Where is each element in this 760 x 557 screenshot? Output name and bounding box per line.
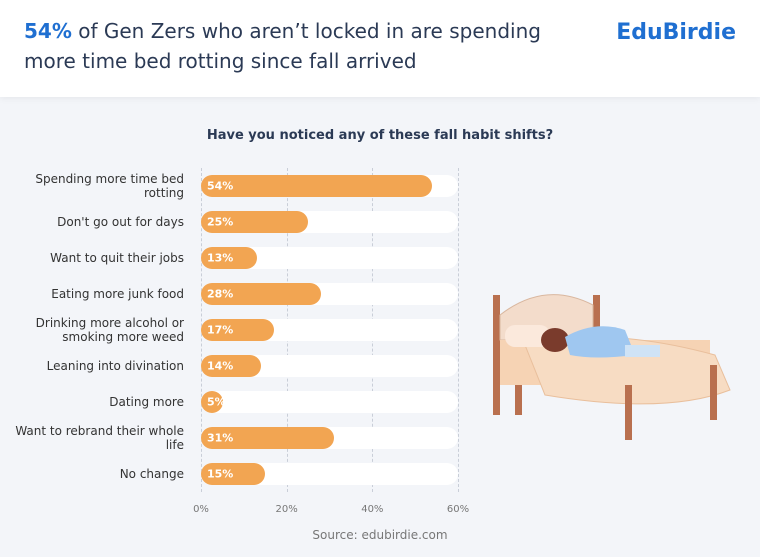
bar [201, 463, 266, 485]
x-tick-label: 0% [193, 504, 209, 515]
value-label: 5% [207, 395, 226, 409]
bar [201, 391, 223, 413]
value-label: 28% [207, 287, 234, 301]
source: Source: edubirdie.com [312, 528, 448, 542]
category-label: Dating more [109, 395, 184, 409]
illustration [493, 294, 731, 440]
chart-title: 54% of Gen Zers who aren’t locked in are… [24, 16, 594, 76]
chart-subtitle: Have you noticed any of these fall habit… [206, 128, 554, 143]
value-label: 13% [207, 251, 234, 265]
category-label: Drinking more alcohol or smoking more we… [35, 316, 184, 344]
bar [201, 175, 433, 197]
bar-track [201, 391, 458, 413]
value-label: 54% [207, 179, 234, 193]
category-label: Want to rebrand their whole life [15, 424, 184, 452]
bar [201, 319, 274, 341]
bar [201, 427, 334, 449]
x-tick-label: 40% [361, 504, 384, 515]
value-label: 25% [207, 215, 234, 229]
category-label: Don't go out for days [57, 215, 184, 229]
bar [201, 283, 321, 305]
bar-track [201, 463, 458, 485]
value-label: 31% [207, 431, 234, 445]
bar-track [201, 355, 458, 377]
header: 54% of Gen Zers who aren’t locked in are… [0, 0, 760, 97]
bar [201, 211, 309, 233]
brand-logo: EduBirdie [616, 20, 736, 45]
x-tick-label: 60% [446, 504, 470, 515]
bar [201, 355, 261, 377]
value-label: 14% [207, 359, 234, 373]
grid-line [458, 168, 459, 492]
title-text: of Gen Zers who aren’t locked in are spe… [24, 19, 541, 73]
category-label: No change [119, 467, 184, 481]
value-label: 17% [207, 323, 234, 337]
category-label: Want to quit their jobs [50, 251, 184, 265]
category-label: Spending more time bed rotting [35, 172, 184, 200]
value-label: 15% [207, 467, 234, 481]
title-highlight: 54% [24, 19, 72, 43]
bar [201, 247, 257, 269]
bar-track [201, 247, 458, 269]
category-label: Eating more junk food [51, 287, 184, 301]
category-label: Leaning into divination [46, 359, 184, 373]
x-tick-label: 20% [275, 504, 298, 515]
